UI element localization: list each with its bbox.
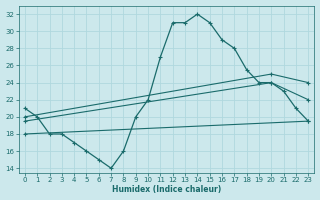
X-axis label: Humidex (Indice chaleur): Humidex (Indice chaleur) (112, 185, 221, 194)
